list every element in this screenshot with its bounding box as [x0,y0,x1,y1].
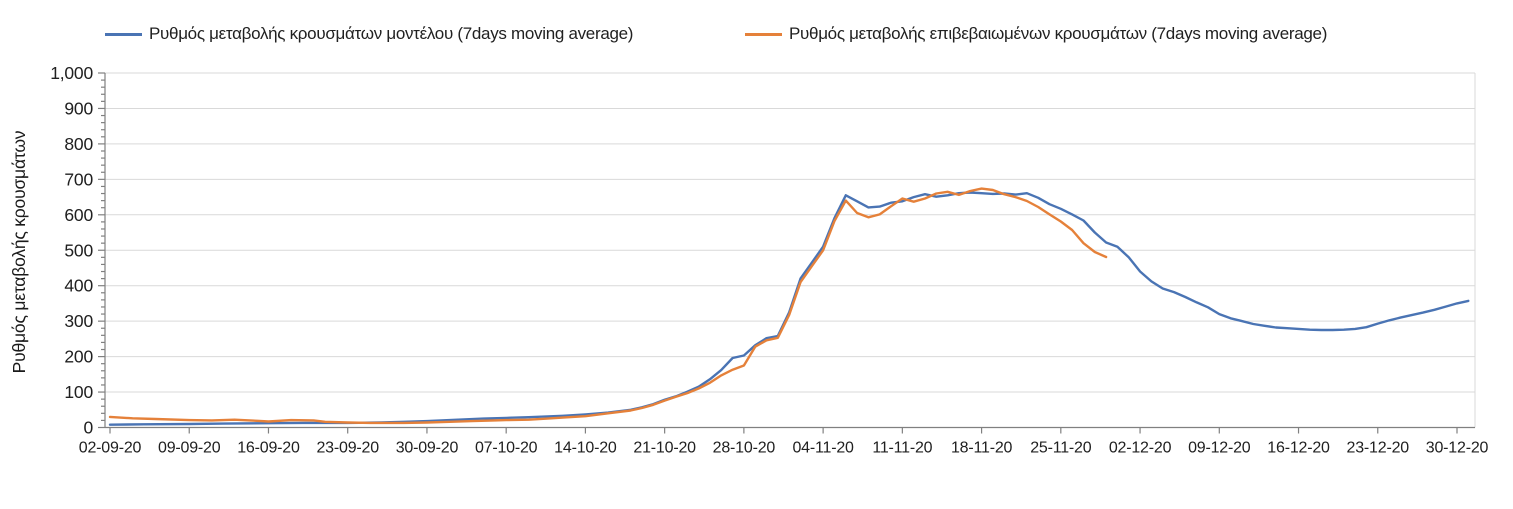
x-tick-label: 16-09-20 [237,440,300,457]
model-series-swatch [105,32,142,36]
y-tick-label: 700 [64,169,93,189]
x-tick-label: 07-10-20 [475,440,538,457]
y-tick-label: 100 [64,382,93,402]
y-tick-label: 500 [64,240,93,260]
x-tick-label: 21-10-20 [633,440,696,457]
confirmed-series-swatch [745,32,782,36]
y-tick-label: 200 [64,347,93,367]
legend-item-model: Ρυθμός μεταβολής κρουσμάτων μοντέλου (7d… [105,23,633,45]
x-tick-label: 14-10-20 [554,440,617,457]
x-tick-label: 02-12-20 [1109,440,1172,457]
y-tick-label: 400 [64,276,93,296]
x-tick-label: 09-09-20 [158,440,221,457]
x-tick-label: 28-10-20 [713,440,776,457]
x-tick-label: 18-11-20 [951,440,1013,457]
x-tick-label: 23-12-20 [1347,440,1410,457]
model-series-line [108,191,1470,426]
y-tick-label: 900 [64,98,93,118]
x-tick-label: 23-09-20 [316,440,379,457]
x-tick-label: 02-09-20 [79,440,142,457]
x-tick-label: 30-09-20 [396,440,459,457]
legend-item-confirmed: Ρυθμός μεταβολής επιβεβαιωμένων κρουσμάτ… [745,23,1327,45]
y-tick-label: 800 [64,134,93,154]
x-tick-label: 09-12-20 [1188,440,1251,457]
y-tick-label: 300 [64,311,93,331]
y-tick-label: 1,000 [50,63,93,83]
x-tick-label: 16-12-20 [1267,440,1330,457]
x-tick-label: 25-11-20 [1030,440,1092,457]
x-tick-label: 04-11-20 [792,440,854,457]
y-tick-label: 600 [64,205,93,225]
chart-legend: Ρυθμός μεταβολής κρουσμάτων μοντέλου (7d… [0,23,1513,45]
x-tick-label: 30-12-20 [1426,440,1489,457]
confirmed-series-line [108,187,1108,425]
legend-label-confirmed: Ρυθμός μεταβολής επιβεβαιωμένων κρουσμάτ… [789,24,1328,43]
legend-label-model: Ρυθμός μεταβολής κρουσμάτων μοντέλου (7d… [149,24,634,43]
x-tick-label: 11-11-20 [872,440,932,457]
y-tick-label: 0 [83,418,93,438]
